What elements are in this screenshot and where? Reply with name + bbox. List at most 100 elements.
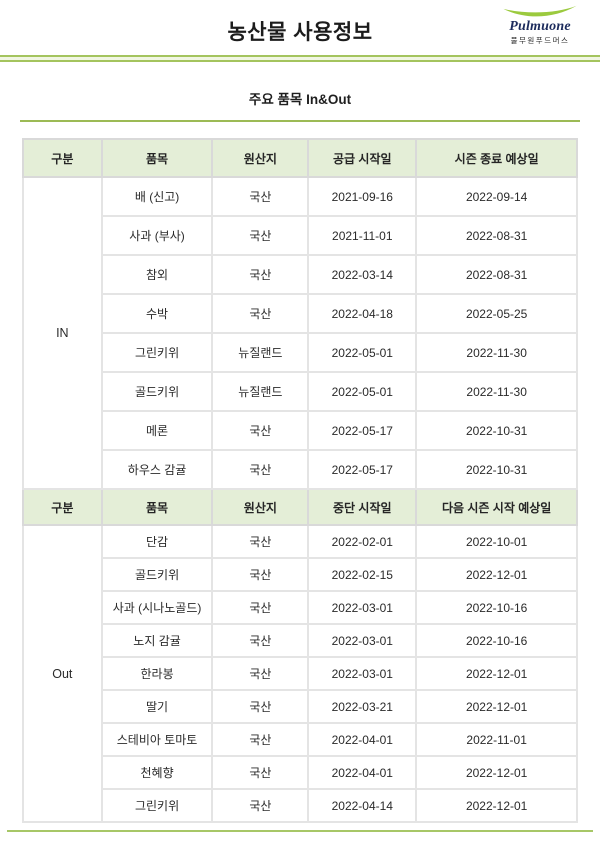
cell-season-end-date: 2022-10-31	[415, 449, 578, 490]
column-header-item: 품목	[100, 488, 214, 526]
cell-item: 그린키위	[100, 788, 214, 823]
cell-stop-start-date: 2022-02-01	[307, 524, 418, 559]
cell-supply-start-date: 2022-05-17	[307, 410, 418, 451]
cell-supply-start-date: 2021-09-16	[307, 176, 418, 217]
header-divider	[0, 55, 600, 62]
footer-divider	[7, 830, 593, 832]
pulmuone-logo: Pulmuone 풀무원푸드머스	[492, 5, 588, 45]
column-header-supply-start-date: 공급 시작일	[307, 138, 418, 178]
table-row: 스테비아 토마토 국산 2022-04-01 2022-11-01	[23, 722, 578, 757]
column-header-origin: 원산지	[211, 488, 310, 526]
logo-swoosh-icon	[503, 5, 577, 17]
cell-season-end-date: 2022-11-30	[415, 371, 578, 412]
cell-origin: 국산	[211, 689, 310, 724]
cell-origin: 국산	[211, 176, 310, 217]
table-row: Out 단감 국산 2022-02-01 2022-10-01	[22, 524, 578, 823]
cell-stop-start-date: 2022-02-15	[307, 557, 418, 592]
cell-stop-start-date: 2022-04-01	[307, 755, 418, 790]
table-header-row: 구분 품목 원산지 공급 시작일 시즌 종료 예상일	[22, 138, 578, 178]
cell-item: 하우스 감귤	[100, 449, 214, 490]
group-cell-out: Out	[22, 524, 103, 823]
cell-stop-start-date: 2022-03-01	[307, 590, 418, 625]
cell-item: 사과 (시나노골드)	[100, 590, 214, 625]
table-row: 하우스 감귤 국산 2022-05-17 2022-10-31	[23, 449, 578, 490]
table-row: IN 배 (신고) 국산 2021-09-16 2022-09-14	[22, 176, 578, 490]
cell-origin: 국산	[211, 449, 310, 490]
cell-season-end-date: 2022-08-31	[415, 254, 578, 295]
inout-table: 구분 품목 원산지 공급 시작일 시즌 종료 예상일 IN 배 (신고) 국산 2021-09-…	[22, 138, 578, 823]
cell-supply-start-date: 2022-05-01	[307, 371, 418, 412]
cell-next-season-start-date: 2022-12-01	[415, 557, 578, 592]
table-row: 그린키위 뉴질랜드 2022-05-01 2022-11-30	[23, 332, 578, 373]
cell-origin: 국산	[211, 590, 310, 625]
cell-next-season-start-date: 2022-12-01	[415, 689, 578, 724]
cell-next-season-start-date: 2022-10-01	[415, 524, 578, 559]
table-row: 참외 국산 2022-03-14 2022-08-31	[23, 254, 578, 295]
cell-origin: 국산	[211, 722, 310, 757]
cell-season-end-date: 2022-09-14	[415, 176, 578, 217]
cell-item: 한라봉	[100, 656, 214, 691]
section-subtitle: 주요 품목 In&Out	[248, 92, 352, 107]
logo-subbrand-text: 풀무원푸드머스	[510, 35, 570, 45]
cell-item: 골드키위	[100, 371, 214, 412]
cell-next-season-start-date: 2022-12-01	[415, 788, 578, 823]
cell-season-end-date: 2022-10-31	[415, 410, 578, 451]
cell-item: 천혜향	[100, 755, 214, 790]
column-header-group: 구분	[22, 138, 103, 178]
cell-item: 참외	[100, 254, 214, 295]
column-header-stop-start-date: 중단 시작일	[307, 488, 418, 526]
table-row: 천혜향 국산 2022-04-01 2022-12-01	[23, 755, 578, 790]
cell-next-season-start-date: 2022-10-16	[415, 590, 578, 625]
cell-item: 배 (신고)	[100, 176, 214, 217]
subtitle-divider	[20, 120, 580, 122]
cell-origin: 국산	[211, 524, 310, 559]
cell-origin: 뉴질랜드	[211, 332, 310, 373]
cell-item: 사과 (부사)	[100, 215, 214, 256]
cell-origin: 국산	[211, 215, 310, 256]
table-row: 메론 국산 2022-05-17 2022-10-31	[23, 410, 578, 451]
cell-item: 스테비아 토마토	[100, 722, 214, 757]
cell-item: 딸기	[100, 689, 214, 724]
cell-origin: 국산	[211, 293, 310, 334]
cell-item: 노지 감귤	[100, 623, 214, 658]
cell-season-end-date: 2022-11-30	[415, 332, 578, 373]
cell-stop-start-date: 2022-04-14	[307, 788, 418, 823]
cell-stop-start-date: 2022-03-01	[307, 656, 418, 691]
group-cell-in: IN	[22, 176, 103, 490]
cell-supply-start-date: 2022-04-18	[307, 293, 418, 334]
cell-stop-start-date: 2022-03-01	[307, 623, 418, 658]
cell-season-end-date: 2022-05-25	[415, 293, 578, 334]
cell-season-end-date: 2022-08-31	[415, 215, 578, 256]
cell-origin: 국산	[211, 623, 310, 658]
table-row: 골드키위 뉴질랜드 2022-05-01 2022-11-30	[23, 371, 578, 412]
page-header: 농산물 사용정보 Pulmuone 풀무원푸드머스	[0, 0, 600, 55]
cell-origin: 국산	[211, 755, 310, 790]
column-header-season-end-date: 시즌 종료 예상일	[415, 138, 578, 178]
table-row: 골드키위 국산 2022-02-15 2022-12-01	[23, 557, 578, 592]
page-title: 농산물 사용정보	[227, 21, 373, 44]
cell-supply-start-date: 2022-05-17	[307, 449, 418, 490]
cell-next-season-start-date: 2022-11-01	[415, 722, 578, 757]
cell-origin: 국산	[211, 254, 310, 295]
cell-next-season-start-date: 2022-12-01	[415, 755, 578, 790]
cell-origin: 국산	[211, 410, 310, 451]
cell-origin: 국산	[211, 557, 310, 592]
cell-item: 메론	[100, 410, 214, 451]
table-row: 사과 (부사) 국산 2021-11-01 2022-08-31	[23, 215, 578, 256]
cell-origin: 뉴질랜드	[211, 371, 310, 412]
table-row: 사과 (시나노골드) 국산 2022-03-01 2022-10-16	[23, 590, 578, 625]
table-row: 노지 감귤 국산 2022-03-01 2022-10-16	[23, 623, 578, 658]
cell-stop-start-date: 2022-04-01	[307, 722, 418, 757]
column-header-item: 품목	[100, 138, 214, 178]
table-row: 딸기 국산 2022-03-21 2022-12-01	[23, 689, 578, 724]
cell-stop-start-date: 2022-03-21	[307, 689, 418, 724]
cell-item: 그린키위	[100, 332, 214, 373]
cell-item: 수박	[100, 293, 214, 334]
column-header-group: 구분	[22, 488, 103, 526]
cell-supply-start-date: 2022-05-01	[307, 332, 418, 373]
table-row: 한라봉 국산 2022-03-01 2022-12-01	[23, 656, 578, 691]
cell-item: 단감	[100, 524, 214, 559]
cell-next-season-start-date: 2022-12-01	[415, 656, 578, 691]
cell-origin: 국산	[211, 656, 310, 691]
